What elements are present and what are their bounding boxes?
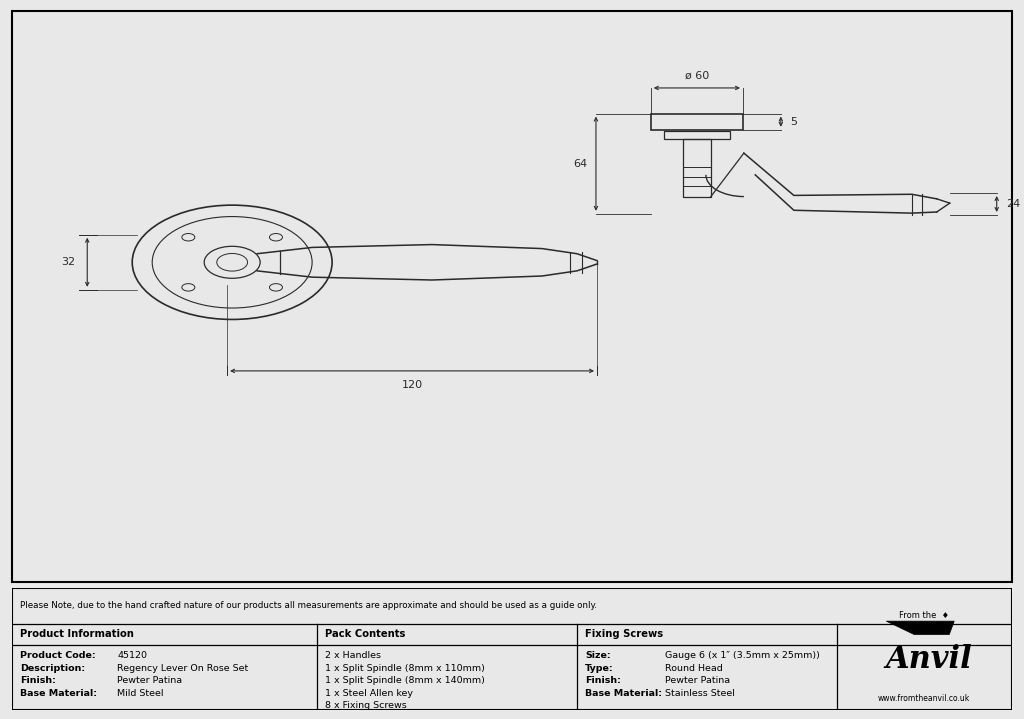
Bar (683, 139, 711, 196)
Text: Base Material:: Base Material: (585, 689, 662, 698)
Text: 8 x Fixing Screws: 8 x Fixing Screws (325, 702, 407, 710)
Text: Please Note, due to the hand crafted nature of our products all measurements are: Please Note, due to the hand crafted nat… (20, 601, 597, 610)
Text: Pack Contents: Pack Contents (325, 629, 406, 639)
Text: ø 60: ø 60 (685, 70, 709, 81)
Text: 1 x Split Spindle (8mm x 140mm): 1 x Split Spindle (8mm x 140mm) (325, 677, 485, 685)
Text: Mild Steel: Mild Steel (117, 689, 164, 698)
Text: Type:: Type: (585, 664, 613, 673)
Text: Finish:: Finish: (585, 677, 621, 685)
Text: Gauge 6 (x 1″ (3.5mm x 25mm)): Gauge 6 (x 1″ (3.5mm x 25mm)) (665, 651, 820, 660)
Text: Anvil: Anvil (886, 644, 973, 674)
Text: Fixing Screws: Fixing Screws (585, 629, 664, 639)
Polygon shape (887, 621, 954, 635)
Text: 64: 64 (572, 159, 587, 169)
Text: Product Code:: Product Code: (20, 651, 96, 660)
Text: Regency Lever On Rose Set: Regency Lever On Rose Set (117, 664, 249, 673)
Text: 5: 5 (790, 116, 797, 127)
Text: Stainless Steel: Stainless Steel (665, 689, 735, 698)
Text: 32: 32 (61, 257, 75, 267)
Text: Description:: Description: (20, 664, 85, 673)
Text: Round Head: Round Head (665, 664, 723, 673)
Text: www.fromtheanvil.co.uk: www.fromtheanvil.co.uk (879, 694, 971, 702)
Text: 24: 24 (1006, 199, 1020, 209)
Text: 2 x Handles: 2 x Handles (325, 651, 381, 660)
Text: 120: 120 (401, 380, 423, 390)
Bar (664, 132, 730, 139)
Text: Pewter Patina: Pewter Patina (117, 677, 182, 685)
Text: Pewter Patina: Pewter Patina (665, 677, 730, 685)
Bar (651, 114, 742, 129)
Text: Finish:: Finish: (20, 677, 56, 685)
Text: From the  ♦: From the ♦ (899, 610, 949, 620)
Text: 45120: 45120 (117, 651, 147, 660)
Text: Base Material:: Base Material: (20, 689, 97, 698)
Text: Product Information: Product Information (20, 629, 134, 639)
Text: Size:: Size: (585, 651, 610, 660)
Text: 1 x Split Spindle (8mm x 110mm): 1 x Split Spindle (8mm x 110mm) (325, 664, 485, 673)
Text: 1 x Steel Allen key: 1 x Steel Allen key (325, 689, 413, 698)
